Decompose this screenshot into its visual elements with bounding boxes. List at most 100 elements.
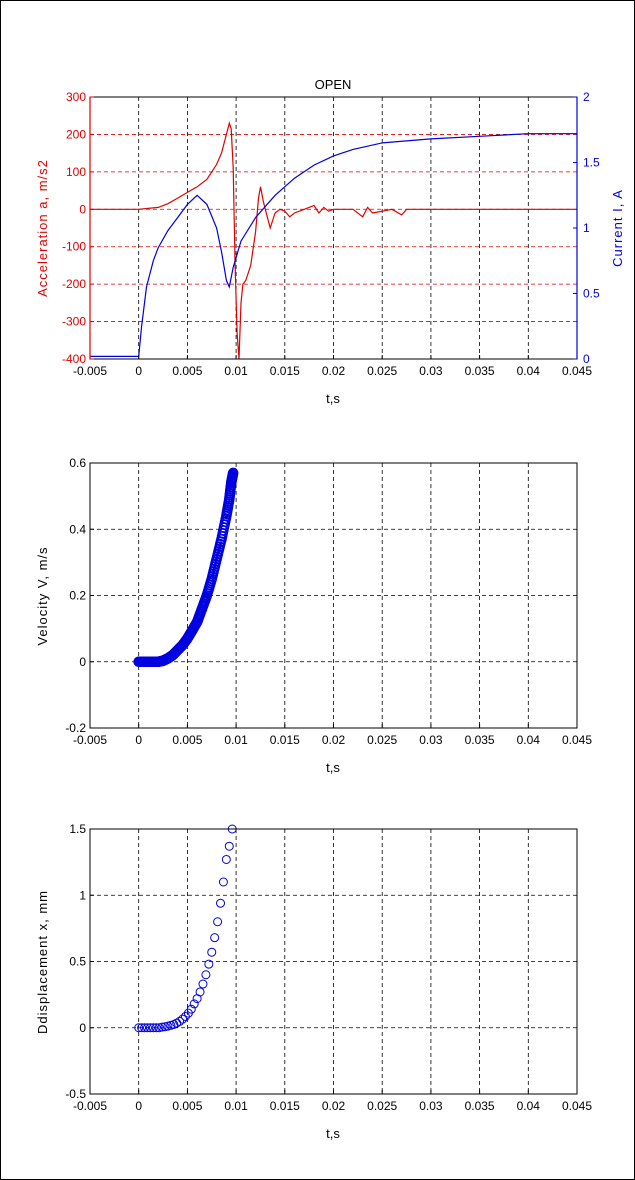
displacement-points	[134, 824, 237, 1033]
displacement-point	[140, 1023, 150, 1033]
y-tick-label: -100	[62, 240, 86, 254]
y-tick-label: -300	[62, 315, 86, 329]
displacement-point	[216, 898, 226, 908]
panel3-x-label: t,s	[326, 1126, 340, 1141]
x-tick-label: 0.035	[465, 733, 495, 747]
x-tick-label: 0.03	[419, 364, 443, 378]
y-tick-label: 300	[66, 90, 86, 104]
x-tick-label: 0.01	[224, 733, 248, 747]
displacement-point	[207, 947, 217, 957]
y-tick-label: 0.4	[69, 522, 86, 536]
right-y-tick-label: 1	[583, 221, 590, 235]
velocity-panel: -0.005 0 0.005 0.01 0.015 0.02 0.025 0.03 0.035 0…	[35, 456, 592, 775]
displacement-point	[160, 1022, 170, 1032]
panel1-y-ticks: 300 200 100 0 -100 -200 -300 -400	[62, 90, 94, 366]
x-tick-label: 0.02	[322, 1099, 346, 1113]
x-tick-label: 0.045	[562, 364, 592, 378]
x-tick-label: 0.035	[465, 364, 495, 378]
y-tick-label: -0.5	[65, 1087, 86, 1101]
x-tick-label: 0.005	[172, 733, 202, 747]
panel3-grid	[90, 829, 577, 1094]
x-tick-label: 0.045	[562, 1099, 592, 1113]
panel1-right-y-label: Current I, A	[610, 189, 625, 267]
panel1-right-y-ticks: 2 1.5 1 0.5 0	[89, 90, 600, 366]
displacement-point	[221, 854, 231, 864]
displacement-point	[189, 999, 199, 1009]
x-tick-label: 0.005	[172, 364, 202, 378]
x-tick-label: -0.005	[73, 733, 107, 747]
x-tick-label: 0.045	[562, 733, 592, 747]
x-tick-label: 0.01	[224, 1099, 248, 1113]
displacement-point	[148, 1023, 158, 1033]
x-tick-label: 0.015	[270, 364, 300, 378]
y-tick-label: 100	[66, 165, 86, 179]
acceleration-line	[90, 121, 577, 360]
displacement-point	[201, 970, 211, 980]
y-tick-label: -0.2	[65, 721, 86, 735]
panel1-y-label: Acceleration a, m/s2	[35, 159, 50, 297]
displacement-point	[186, 1004, 196, 1014]
y-tick-label: 1	[79, 888, 86, 902]
x-tick-label: 0	[135, 364, 142, 378]
panel1-axes-box	[89, 96, 578, 360]
panel1-title: OPEN	[315, 77, 352, 92]
right-y-tick-label: 0	[583, 352, 590, 366]
displacement-point	[145, 1023, 155, 1033]
y-tick-label: 0	[79, 655, 86, 669]
x-tick-label: -0.005	[73, 1099, 107, 1113]
panel2-grid	[90, 463, 577, 728]
velocity-points	[133, 467, 239, 668]
panel2-x-ticks: -0.005 0 0.005 0.01 0.015 0.02 0.025 0.03 0.035 0…	[73, 724, 592, 747]
x-tick-label: 0.03	[419, 733, 443, 747]
right-y-tick-label: 1.5	[583, 156, 600, 170]
y-tick-label: 0	[79, 1021, 86, 1035]
displacement-point	[142, 1023, 152, 1033]
y-tick-label: 0.2	[69, 589, 86, 603]
x-tick-label: 0.025	[367, 1099, 397, 1113]
panel3-y-label: Ddisplacement x, mm	[35, 890, 50, 1034]
panel3-y-ticks: 1.5 1 0.5 0 -0.5	[65, 822, 94, 1101]
accel-current-panel: OPEN -0.005 0 0.005 0.01 0.015 0.02 0.025 0.03 0…	[35, 77, 625, 406]
panel2-y-ticks: 0.6 0.4 0.2 0 -0.2	[65, 456, 94, 735]
displacement-point	[198, 979, 208, 989]
y-tick-label: -200	[62, 277, 86, 291]
x-tick-label: 0	[135, 733, 142, 747]
panel2-y-label: Velocity V, m/s	[35, 546, 50, 645]
panel2-x-label: t,s	[326, 760, 340, 775]
panel3-x-ticks: -0.005 0 0.005 0.01 0.015 0.02 0.025 0.03 0.035 0…	[73, 1090, 592, 1113]
right-y-tick-label: 0.5	[583, 287, 600, 301]
right-y-tick-label: 2	[583, 90, 590, 104]
x-tick-label: 0.01	[224, 364, 248, 378]
y-tick-label: 1.5	[69, 822, 86, 836]
x-tick-label: 0	[135, 1099, 142, 1113]
y-tick-label: 0.6	[69, 456, 86, 470]
panel1-grid	[90, 97, 577, 359]
displacement-point	[195, 987, 205, 997]
y-tick-label: -400	[62, 352, 86, 366]
x-tick-label: 0.015	[270, 1099, 300, 1113]
displacement-point	[134, 1023, 144, 1033]
y-tick-label: 0.5	[69, 955, 86, 969]
displacement-point	[180, 1011, 190, 1021]
displacement-point	[178, 1014, 188, 1024]
x-tick-label: 0.03	[419, 1099, 443, 1113]
panel1-x-ticks: -0.005 0 0.005 0.01 0.015 0.02 0.025 0.03 0.035 0…	[73, 355, 592, 378]
x-tick-label: 0.04	[517, 1099, 541, 1113]
displacement-panel: -0.005 0 0.005 0.01 0.015 0.02 0.025 0.03 0.035 0…	[35, 822, 592, 1141]
y-tick-label: 200	[66, 127, 86, 141]
displacement-point	[210, 933, 220, 943]
displacement-point	[137, 1023, 147, 1033]
x-tick-label: 0.015	[270, 733, 300, 747]
y-tick-label: 0	[79, 202, 86, 216]
x-tick-label: 0.02	[322, 733, 346, 747]
displacement-point	[157, 1022, 167, 1032]
x-tick-label: 0.025	[367, 364, 397, 378]
displacement-point	[151, 1023, 161, 1033]
displacement-point	[175, 1016, 185, 1026]
displacement-point	[218, 877, 228, 887]
displacement-point	[204, 959, 214, 969]
x-tick-label: 0.02	[322, 364, 346, 378]
x-tick-label: -0.005	[73, 364, 107, 378]
